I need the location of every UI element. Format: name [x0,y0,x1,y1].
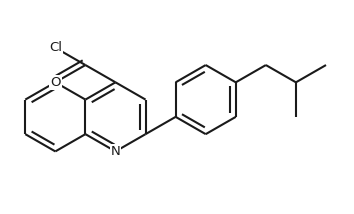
Text: Cl: Cl [49,41,62,54]
Text: O: O [50,76,61,89]
Text: N: N [110,145,120,158]
